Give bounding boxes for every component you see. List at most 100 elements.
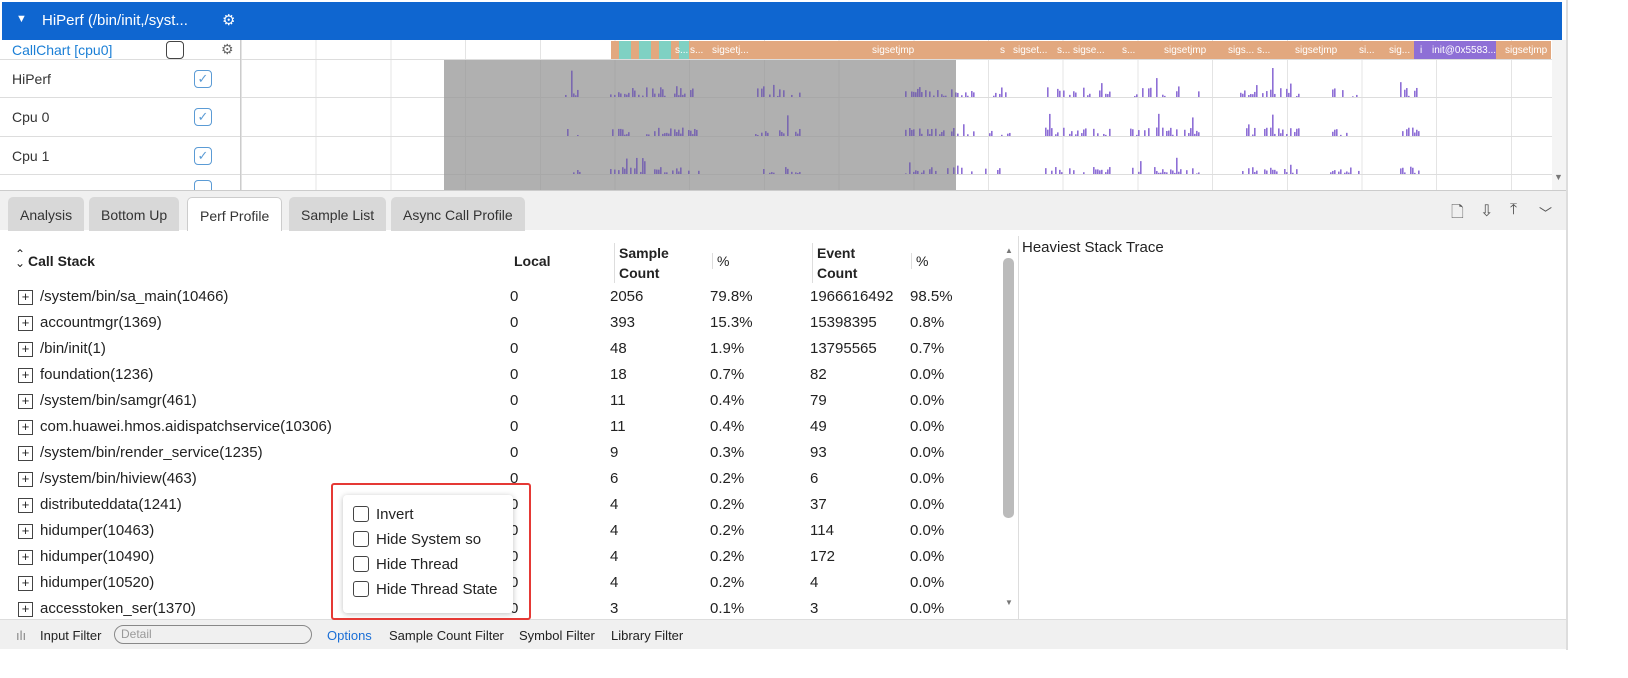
callchart-segment[interactable]: sigsetjmp [872, 45, 915, 56]
upload-top-icon[interactable]: ⤒ [1510, 201, 1518, 218]
callchart-track[interactable]: s... s... sigsetj... sigsetjmp s sigset... s..… [611, 41, 1551, 59]
cell: 0 [510, 496, 519, 513]
tab-async-call-profile[interactable]: Async Call Profile [391, 197, 525, 231]
callchart-segment[interactable]: s... [675, 45, 689, 56]
cell: 37 [810, 496, 827, 513]
table-row[interactable]: + /system/bin/render_service(1235) 0 9 0.3% 9… [0, 441, 1000, 467]
expand-icon[interactable]: + [18, 498, 33, 513]
checkbox[interactable] [353, 581, 369, 597]
callchart-segment[interactable]: sigsetj... [712, 45, 749, 56]
callchart-highlight[interactable] [1414, 41, 1496, 59]
table-row[interactable]: + com.huawei.hmos.aidispatchservice(10306… [0, 415, 1000, 441]
callchart-checkbox[interactable] [166, 40, 184, 59]
expand-icon[interactable]: + [18, 472, 33, 487]
expand-icon[interactable]: + [18, 290, 33, 305]
callchart-segment[interactable]: sigset... [1013, 45, 1048, 56]
col-sample-count[interactable]: Sample Count [614, 243, 674, 283]
callchart-segment[interactable]: s... [1057, 45, 1071, 56]
callchart-segment[interactable]: sigsetjmp [1164, 45, 1207, 56]
checkbox[interactable] [353, 506, 369, 522]
sample-bar [951, 89, 953, 97]
scroll-down-icon[interactable]: ▼ [1005, 598, 1013, 607]
time-selection[interactable] [444, 60, 956, 190]
gear-icon[interactable]: ⚙ [222, 12, 236, 29]
table-row[interactable]: + hidumper(10490) 0 4 0.2% 172 0.0% [0, 545, 1000, 571]
sample-count-filter[interactable]: Sample Count Filter [389, 628, 504, 643]
file-add-icon[interactable]: 🗋 [1451, 204, 1464, 221]
detail-input[interactable]: Detail [114, 625, 312, 644]
table-row[interactable]: + accountmgr(1369) 0 393 15.3% 15398395 0.8% [0, 311, 1000, 337]
col-event-count[interactable]: Event Count [812, 243, 872, 283]
option-hide-thread-state[interactable]: Hide Thread State [353, 581, 497, 598]
callchart-segment[interactable]: s... [1257, 45, 1271, 56]
callchart-segment[interactable]: i [1420, 45, 1423, 56]
row-checkbox[interactable]: ✓ [194, 146, 212, 165]
tab-analysis[interactable]: Analysis [8, 197, 85, 231]
table-scrollbar[interactable] [1003, 258, 1014, 518]
hiperf-group-header[interactable]: ▼ HiPerf (/bin/init,/syst... ⚙ [2, 2, 1562, 40]
expand-icon[interactable]: + [18, 550, 33, 565]
expand-icon[interactable]: + [18, 394, 33, 409]
tab-bottom-up[interactable]: Bottom Up [89, 197, 180, 231]
cell: 393 [610, 314, 636, 331]
callchart-segment[interactable]: sigsetjmp [1295, 45, 1338, 56]
chevron-down-icon[interactable]: ﹀ [1539, 206, 1553, 221]
callchart-segment[interactable]: sigsetjmp [1505, 45, 1548, 56]
options-link[interactable]: Options [327, 628, 372, 643]
expand-icon[interactable]: + [18, 446, 33, 461]
tab-perf-profile[interactable]: Perf Profile [187, 197, 283, 231]
timeline-scrollbar[interactable]: ▼ [1552, 40, 1566, 190]
cell: 2056 [610, 288, 644, 305]
expand-icon[interactable]: + [18, 602, 33, 617]
expand-icon[interactable]: + [18, 368, 33, 383]
scroll-up-icon[interactable]: ▲ [1005, 246, 1013, 255]
table-row[interactable]: + distributeddata(1241) 0 4 0.2% 37 0.0% [0, 493, 1000, 519]
checkbox[interactable] [353, 531, 369, 547]
callchart-segment[interactable]: sig... [1389, 45, 1411, 56]
col-sample-pct[interactable]: % [712, 253, 729, 269]
library-filter[interactable]: Library Filter [611, 628, 684, 643]
tab-sample-list[interactable]: Sample List [289, 197, 387, 231]
row-checkbox[interactable]: ✓ [194, 108, 212, 126]
sample-bar [781, 131, 783, 136]
col-call-stack[interactable]: Call Stack [28, 253, 95, 269]
collapse-triangle-icon[interactable]: ▼ [16, 13, 27, 25]
expand-icon[interactable]: + [18, 576, 33, 591]
callchart-segment[interactable]: s [1000, 45, 1005, 56]
table-row[interactable]: + /bin/init(1) 0 48 1.9% 13795565 0.7% [0, 337, 1000, 363]
symbol-filter[interactable]: Symbol Filter [519, 628, 595, 643]
callchart-segment[interactable]: init@0x5583... [1432, 45, 1497, 56]
callchart-segment[interactable]: s... [690, 45, 704, 56]
callchart-segment[interactable]: si... [1359, 45, 1375, 56]
expand-icon[interactable]: + [18, 524, 33, 539]
table-row[interactable]: + /system/bin/sa_main(10466) 0 2056 79.8% 196… [0, 285, 1000, 311]
callchart-segment[interactable]: sigse... [1073, 45, 1105, 56]
gear-icon[interactable]: ⚙ [221, 41, 234, 57]
table-row[interactable]: + hidumper(10463) 0 4 0.2% 114 0.0% [0, 519, 1000, 545]
expand-icon[interactable]: + [18, 316, 33, 331]
chart-icon[interactable]: ılı [16, 628, 27, 643]
sample-bar [1045, 127, 1047, 136]
callchart-segment[interactable]: sigs... [1228, 45, 1255, 56]
checkbox[interactable] [353, 556, 369, 572]
sort-icon[interactable]: ⌃ ⌄ [15, 247, 26, 270]
col-event-pct[interactable]: % [911, 253, 928, 269]
table-row[interactable]: + accesstoken_ser(1370) 0 3 0.1% 3 0.0% [0, 597, 1000, 623]
expand-icon[interactable]: + [18, 342, 33, 357]
col-local[interactable]: Local [514, 253, 551, 269]
expand-icon[interactable]: + [18, 420, 33, 435]
table-row[interactable]: + /system/bin/hiview(463) 0 6 0.2% 6 0.0% [0, 467, 1000, 493]
option-hide-thread[interactable]: Hide Thread [353, 556, 458, 573]
download-icon[interactable]: ⇩ [1480, 203, 1494, 220]
table-row[interactable]: + foundation(1236) 0 18 0.7% 82 0.0% [0, 363, 1000, 389]
callchart-segment[interactable] [619, 41, 689, 59]
option-hide-system-so[interactable]: Hide System so [353, 531, 481, 548]
option-invert[interactable]: Invert [353, 506, 414, 523]
sample-bar [791, 94, 793, 97]
callchart-segment[interactable]: s... [1122, 45, 1136, 56]
row-checkbox[interactable]: ✓ [194, 69, 212, 88]
table-row[interactable]: + hidumper(10520) 0 4 0.2% 4 0.0% [0, 571, 1000, 597]
table-row[interactable]: + /system/bin/samgr(461) 0 11 0.4% 79 0.0% [0, 389, 1000, 415]
sample-bar [965, 92, 967, 97]
sample-bar [1254, 91, 1256, 97]
